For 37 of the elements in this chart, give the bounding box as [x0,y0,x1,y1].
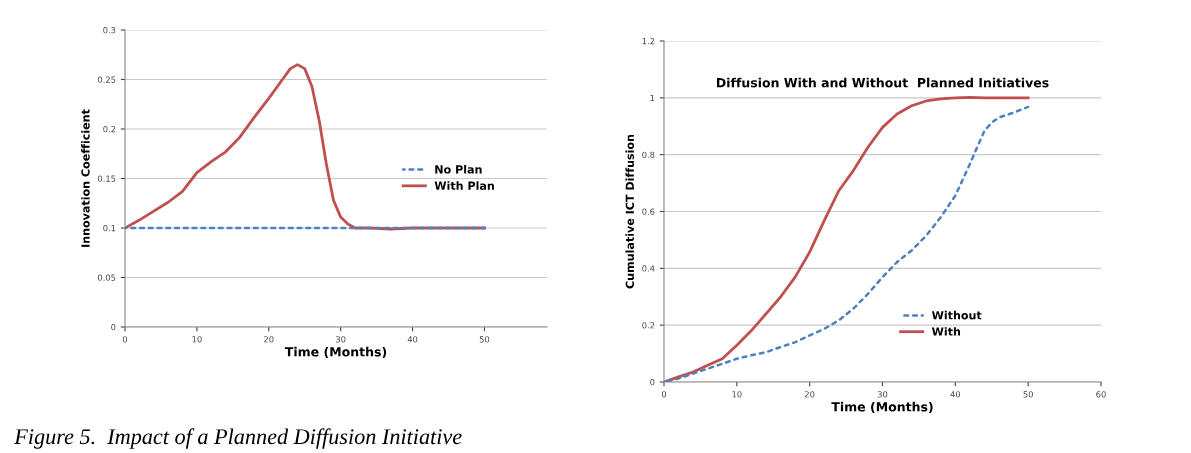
x-tick-label: 40 [950,391,961,398]
y-tick-label: 0 [650,378,655,386]
y-tick-label: 0.8 [642,151,655,158]
y-tick-label: 1.2 [642,37,655,45]
legend-label: Without [931,310,982,320]
legend-label: With Plan [434,181,494,190]
text: Diffusion With and Without Planned Initiatives [716,77,1049,88]
x-tick-label: 50 [479,336,490,343]
y-tick-label: 0.25 [97,76,116,83]
y-tick-label: 1 [650,94,655,101]
x-tick-label: 0 [122,336,128,343]
y-tick-label: 0.3 [103,26,116,34]
y-axis-title: Cumulative ICT Diffusion [625,134,635,289]
legend-label: With [931,327,961,336]
x-axis-title: Time (Months) [284,346,387,359]
caption: Figure 5. Impact of a Planned Diffusion Initiative [14,428,462,449]
x-tick-label: 20 [264,336,274,343]
x-tick-label: 60 [1096,391,1106,398]
y-axis-title: Innovation Coefficient [81,109,90,247]
y-tick-label: 0 [111,323,116,331]
x-tick-label: 10 [732,391,742,398]
y-tick-label: 0.2 [642,322,655,329]
y-tick-label: 0.2 [103,125,116,133]
y-tick-label: 0.6 [642,208,655,215]
x-tick-label: 10 [192,336,202,343]
x-tick-label: 30 [336,336,346,343]
x-tick-label: 20 [804,391,815,398]
y-tick-label: 0.05 [97,274,116,281]
y-tick-label: 0.1 [103,224,116,232]
y-tick-label: 0.15 [97,175,116,182]
x-tick-label: 30 [877,391,888,398]
x-axis-title: Time (Months) [831,401,933,414]
x-tick-label: 0 [661,391,667,398]
x-tick-label: 40 [407,336,418,343]
y-tick-label: 0.4 [642,265,655,272]
legend-label: No Plan [435,164,482,174]
x-tick-label: 50 [1023,391,1033,398]
